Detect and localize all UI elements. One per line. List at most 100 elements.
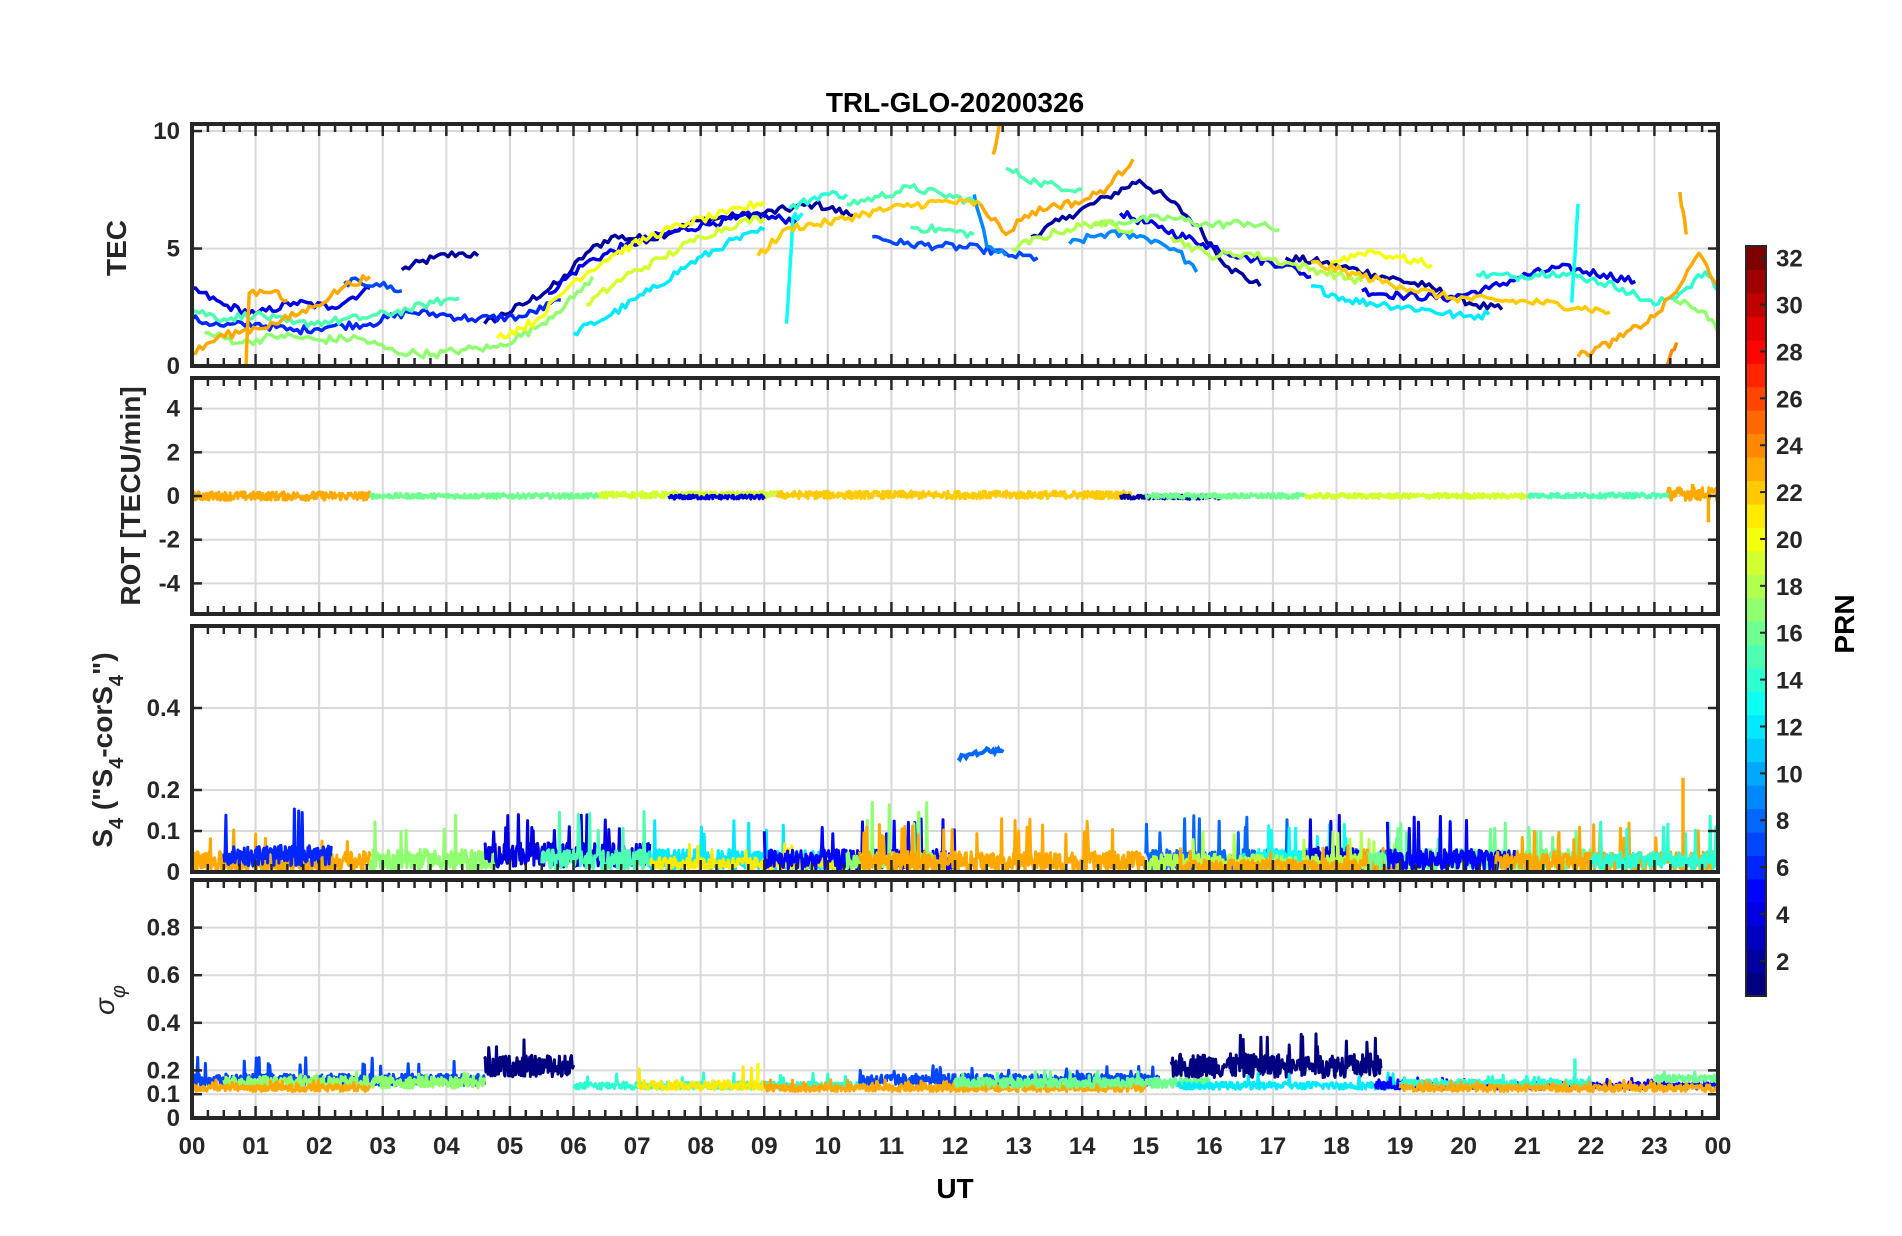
x-tick-label: 09 bbox=[751, 1133, 778, 1160]
colorbar-swatch bbox=[1746, 456, 1766, 481]
x-tick-label: 23 bbox=[1641, 1133, 1668, 1160]
sigma-y-tick-label: 0.4 bbox=[147, 1010, 181, 1037]
colorbar-swatch bbox=[1746, 738, 1766, 763]
rot-y-tick-label: 4 bbox=[167, 396, 181, 423]
x-tick-label: 12 bbox=[942, 1133, 969, 1160]
panels-group: 0510-4-202400.10.20.400.10.20.40.60.8TEC… bbox=[87, 118, 1731, 1160]
rot-data bbox=[192, 483, 1718, 523]
sigma-ylabel: σφ bbox=[89, 985, 130, 1015]
tec-series-prn-22 bbox=[1310, 259, 1611, 316]
s4-ylabel-part: S bbox=[87, 829, 118, 848]
rot-y-tick-label: 2 bbox=[167, 439, 180, 466]
tec-ylabel-part: TEC bbox=[101, 220, 132, 276]
x-axis-label: UT bbox=[936, 1173, 973, 1204]
colorbar-tick-label: 30 bbox=[1776, 293, 1803, 320]
colorbar-swatch bbox=[1746, 902, 1766, 927]
tec-series-prn-9 bbox=[1068, 229, 1199, 273]
tec-series-prn-18 bbox=[1169, 235, 1364, 286]
rot-band-prn-23 bbox=[192, 490, 372, 502]
sigma-data bbox=[192, 1032, 1718, 1094]
x-tick-label: 03 bbox=[369, 1133, 396, 1160]
x-tick-label: 05 bbox=[497, 1133, 524, 1160]
tec-series-prn-23 bbox=[978, 158, 1135, 237]
x-tick-label: 08 bbox=[687, 1133, 714, 1160]
x-tick-label: 04 bbox=[433, 1133, 460, 1160]
x-tick-label: 10 bbox=[814, 1133, 841, 1160]
tec-series-prn-4 bbox=[1118, 210, 1312, 280]
x-tick-label: 21 bbox=[1514, 1133, 1541, 1160]
tec-series-prn-15 bbox=[846, 183, 976, 207]
colorbar-swatch bbox=[1746, 574, 1766, 599]
colorbar-swatch bbox=[1746, 714, 1766, 739]
rot-band-prn-19 bbox=[1303, 491, 1529, 501]
x-tick-label: 22 bbox=[1577, 1133, 1604, 1160]
sigma-band-prn-16 bbox=[953, 1069, 1211, 1089]
tec-series-prn-12 bbox=[1310, 284, 1491, 321]
x-tick-label: 11 bbox=[879, 1133, 904, 1160]
colorbar-tick-label: 28 bbox=[1776, 339, 1803, 366]
colorbar-tick-label: 4 bbox=[1776, 902, 1790, 929]
sigma-ylabel-part: φ bbox=[108, 985, 130, 998]
colorbar-swatch bbox=[1746, 433, 1766, 458]
colorbar-swatch bbox=[1746, 480, 1766, 505]
tec-y-tick-label: 5 bbox=[167, 236, 180, 263]
tec-series-prn-20 bbox=[495, 200, 766, 340]
s4-band-prn-17 bbox=[368, 813, 499, 872]
tec-series-prn-7 bbox=[872, 234, 1039, 262]
x-tick-label: 13 bbox=[1005, 1133, 1032, 1160]
colorbar-tick-label: 6 bbox=[1776, 855, 1789, 882]
colorbar-swatch bbox=[1746, 785, 1766, 810]
colorbar-tick-label: 20 bbox=[1776, 527, 1803, 554]
sigma-ylabel-part: σ bbox=[89, 997, 120, 1015]
s4-y-tick-label: 0 bbox=[167, 859, 180, 886]
colorbar-swatch bbox=[1746, 527, 1766, 552]
colorbar-swatch bbox=[1746, 386, 1766, 411]
s4-ylabel-part: ("S bbox=[87, 769, 118, 818]
x-tick-label: 17 bbox=[1260, 1133, 1287, 1160]
sigma-y-tick-label: 0.1 bbox=[147, 1081, 180, 1108]
s4-y-tick-label: 0.1 bbox=[147, 818, 180, 845]
colorbar-tick-label: 32 bbox=[1776, 246, 1803, 273]
colorbar-swatch bbox=[1746, 761, 1766, 786]
tec-series-prn-14 bbox=[788, 189, 849, 210]
sigma-band-prn-21 bbox=[635, 1065, 766, 1092]
panel-sigma: 00.10.2 0.4 0.6 0.8 bbox=[147, 878, 1720, 1132]
rot-y-tick-label: -2 bbox=[159, 527, 180, 554]
tec-series-prn-13 bbox=[784, 211, 804, 324]
colorbar-swatch bbox=[1746, 597, 1766, 622]
colorbar-swatch bbox=[1746, 363, 1766, 388]
x-tick-label: 14 bbox=[1069, 1133, 1096, 1160]
rot-band-prn-22 bbox=[775, 489, 1135, 501]
x-tick-label: 07 bbox=[624, 1133, 651, 1160]
tec-series-prn-4 bbox=[192, 285, 371, 317]
tec-data bbox=[192, 124, 1718, 366]
colorbar-swatch bbox=[1746, 808, 1766, 833]
rot-band-prn-4 bbox=[667, 493, 766, 501]
colorbar-swatch bbox=[1746, 316, 1766, 341]
rot-band-prn-16 bbox=[369, 491, 601, 501]
rot-y-tick-label: -4 bbox=[159, 570, 181, 597]
colorbar-swatch bbox=[1746, 550, 1766, 575]
tec-series-prn-17 bbox=[204, 275, 595, 360]
colorbar-swatch bbox=[1746, 972, 1766, 997]
s4-ylabel-part: 4 bbox=[106, 757, 128, 769]
colorbar-frame bbox=[1745, 245, 1767, 997]
tec-series-prn-23 bbox=[991, 124, 1002, 156]
sigma-band-prn-1 bbox=[483, 1038, 575, 1079]
colorbar-label: PRN bbox=[1829, 594, 1860, 653]
rot-band-prn-16 bbox=[1144, 491, 1307, 501]
s4-ylabel-part: ") bbox=[87, 652, 118, 675]
colorbar-tick-label: 14 bbox=[1776, 668, 1803, 695]
tec-series-prn-4 bbox=[547, 210, 798, 295]
colorbar-swatch bbox=[1746, 246, 1766, 271]
rot-y-tick-label: 0 bbox=[167, 483, 180, 510]
tec-series-prn-4 bbox=[1361, 262, 1637, 303]
tec-series-prn-15 bbox=[1005, 166, 1083, 194]
sigma-y-tick-label: 0 bbox=[167, 1105, 180, 1132]
tec-series-prn-12 bbox=[572, 226, 766, 337]
colorbar-swatch bbox=[1746, 644, 1766, 669]
tec-series-prn-20 bbox=[1329, 248, 1433, 270]
colorbar-tick-label: 16 bbox=[1776, 621, 1803, 648]
